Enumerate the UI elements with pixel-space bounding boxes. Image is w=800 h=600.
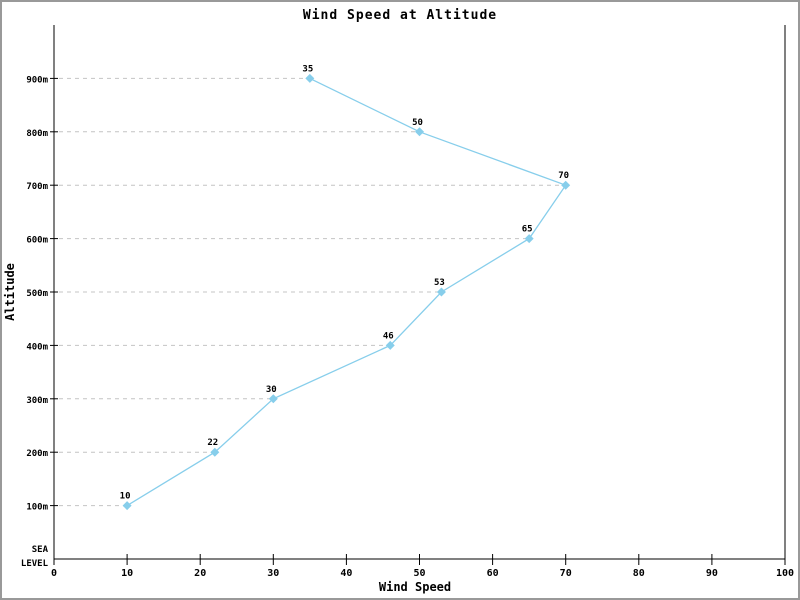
y-tick-label: 100m xyxy=(26,503,48,513)
data-point-label: 35 xyxy=(302,64,313,74)
x-tick-label: 30 xyxy=(267,568,279,579)
y-tick-label: 900m xyxy=(26,75,48,85)
x-tick-label: 10 xyxy=(121,568,133,579)
chart-plot-area: 0 10 20 30 40 50 60 70 80 90 100 100m 200m 300m 400m 50… xyxy=(26,64,794,579)
data-point-label: 70 xyxy=(558,171,569,181)
y-axis-label: Altitude xyxy=(3,263,17,321)
x-tick-label: 80 xyxy=(633,568,645,579)
y-tick-label: 400m xyxy=(26,342,48,352)
data-point-label: 10 xyxy=(120,492,131,502)
y-tick-label: 200m xyxy=(26,449,48,459)
y-tick-label: 600m xyxy=(26,236,48,246)
x-tick-label: 100 xyxy=(776,568,794,579)
data-point-label: 30 xyxy=(266,385,277,395)
data-point-marker xyxy=(210,447,220,457)
x-tick-label: 0 xyxy=(51,568,57,579)
data-point-label: 46 xyxy=(383,331,394,341)
x-tick-label: 60 xyxy=(487,568,499,579)
data-point-marker xyxy=(305,73,315,83)
data-point-label: 50 xyxy=(412,118,423,128)
data-point-marker xyxy=(268,394,278,404)
x-tick-label: 20 xyxy=(194,568,206,579)
data-point-label: 22 xyxy=(207,438,218,448)
x-tick-label: 70 xyxy=(560,568,572,579)
wind-speed-line xyxy=(126,77,567,507)
x-tick-label: 40 xyxy=(340,568,352,579)
y-tick-label: 300m xyxy=(26,396,48,406)
sea-level-label-line1: SEA xyxy=(32,545,49,555)
data-point-marker xyxy=(524,234,534,244)
data-point-marker xyxy=(415,127,424,137)
y-tick-label: 800m xyxy=(26,129,48,139)
x-tick-label: 90 xyxy=(706,568,718,579)
y-tick-label: 700m xyxy=(26,182,48,192)
data-point-marker xyxy=(385,340,395,350)
data-point-label: 53 xyxy=(434,278,445,288)
y-tick-label: 500m xyxy=(26,289,48,299)
chart-title: Wind Speed at Altitude xyxy=(303,8,497,23)
data-point-marker xyxy=(561,180,571,190)
sea-level-label-line2: LEVEL xyxy=(21,559,49,569)
x-tick-label: 50 xyxy=(413,568,425,579)
x-axis-label: Wind Speed xyxy=(379,580,451,594)
data-point-marker xyxy=(436,287,446,297)
data-point-marker xyxy=(122,501,132,511)
data-point-label: 65 xyxy=(522,225,533,235)
